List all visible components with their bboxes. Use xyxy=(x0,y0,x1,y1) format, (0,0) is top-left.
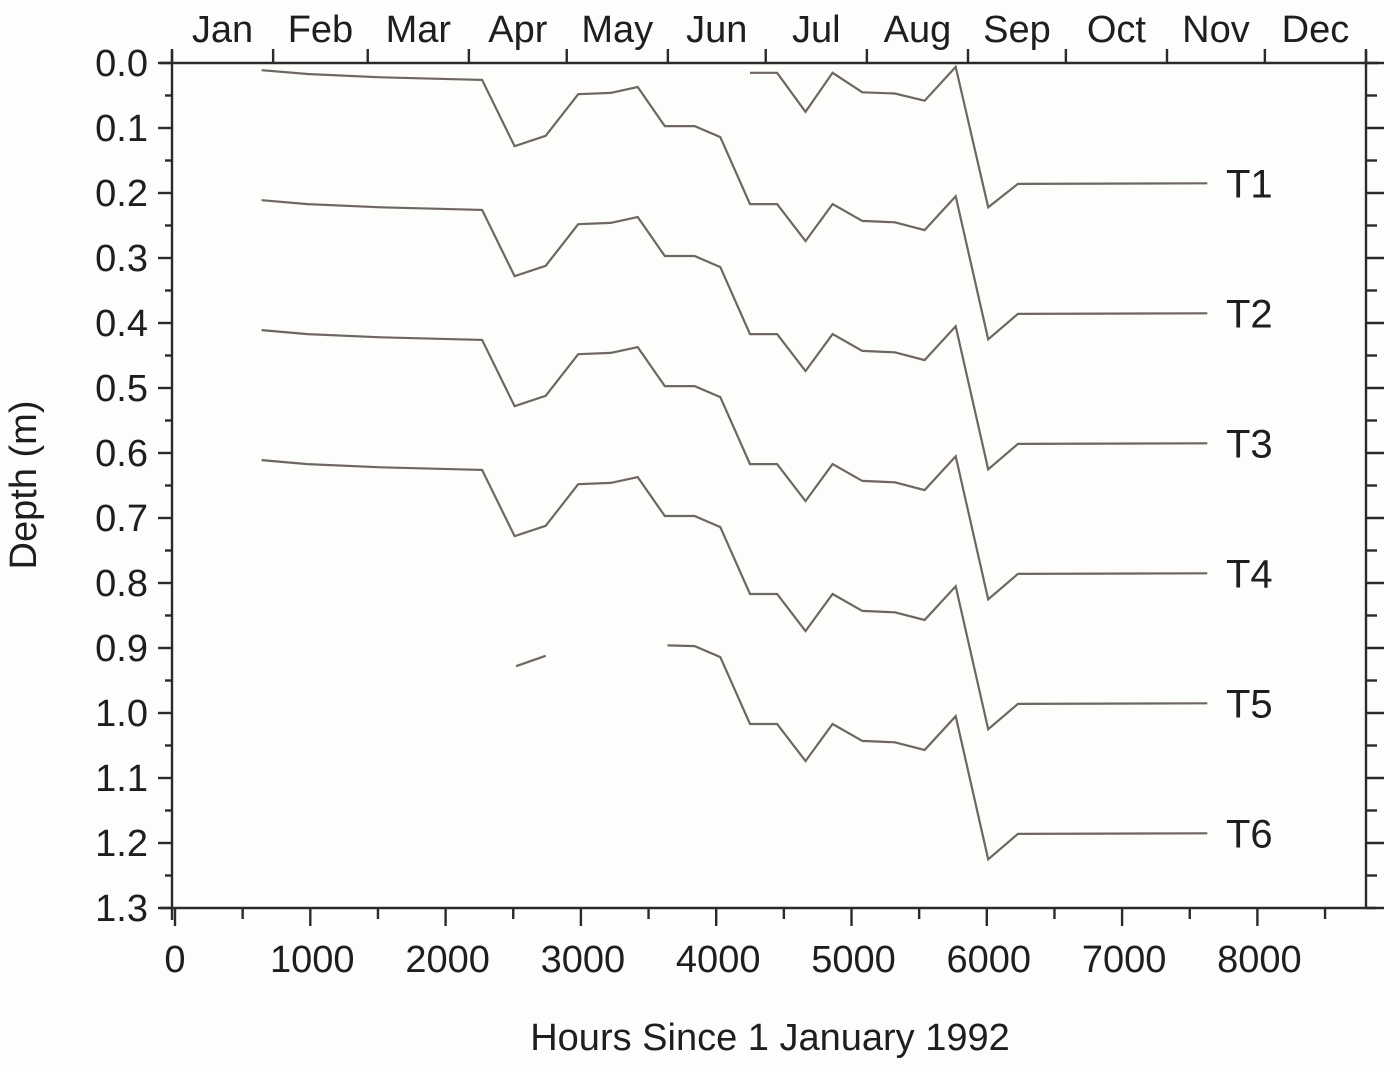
month-label: Apr xyxy=(488,9,547,51)
month-label: Aug xyxy=(884,9,952,51)
series-line-t6 xyxy=(515,654,547,668)
series-label-t5: T5 xyxy=(1226,682,1273,726)
y-tick-label: 1.3 xyxy=(95,888,148,930)
y-tick-label: 0.4 xyxy=(95,303,148,345)
month-label: Nov xyxy=(1182,9,1250,51)
x-tick-label: 2000 xyxy=(405,939,490,981)
month-label: Jul xyxy=(792,9,841,51)
series-line-t6 xyxy=(667,644,1208,862)
x-axis-ticks xyxy=(173,908,1327,926)
series-label-t1: T1 xyxy=(1226,162,1273,206)
y-tick-label: 0.6 xyxy=(95,433,148,475)
series-label-t2: T2 xyxy=(1226,292,1273,336)
series-labels: T1 T2 T3 T4 T5 T6 xyxy=(1226,162,1273,856)
x-tick-label: 7000 xyxy=(1082,939,1167,981)
series-lines xyxy=(261,64,1208,862)
x-tick-label: 1000 xyxy=(270,939,355,981)
y-tick-label: 1.0 xyxy=(95,693,148,735)
top-month-ticks xyxy=(170,49,1368,63)
y-axis-ticks xyxy=(158,61,1384,910)
x-axis-title: Hours Since 1 January 1992 xyxy=(530,1017,1010,1059)
month-label: Oct xyxy=(1087,9,1147,51)
x-tick-label: 0 xyxy=(164,939,185,981)
x-tick-label: 5000 xyxy=(811,939,896,981)
y-tick-label: 0.8 xyxy=(95,563,148,605)
y-axis-title: Depth (m) xyxy=(3,401,45,570)
y-tick-label: 0.1 xyxy=(95,108,148,150)
series-label-t6: T6 xyxy=(1226,812,1273,856)
y-tick-label: 0.0 xyxy=(95,43,148,85)
series-label-t3: T3 xyxy=(1226,422,1273,466)
top-month-labels: Jan Feb Mar Apr May Jun Jul Aug Sep Oct Nov Dec xyxy=(192,9,1349,51)
y-tick-label: 0.7 xyxy=(95,498,148,540)
y-tick-label: 0.5 xyxy=(95,368,148,410)
month-label: Feb xyxy=(288,9,353,51)
series-label-t4: T4 xyxy=(1226,552,1273,596)
y-tick-label: 1.1 xyxy=(95,758,148,800)
y-tick-label: 0.3 xyxy=(95,238,148,280)
series-line-t3 xyxy=(261,199,1208,472)
y-tick-label: 0.9 xyxy=(95,628,148,670)
x-tick-label: 3000 xyxy=(541,939,626,981)
y-axis-tick-labels: 0.0 0.1 0.2 0.3 0.4 0.5 0.6 0.7 0.8 0.9 1.0 1.1 1.2 1… xyxy=(95,43,148,930)
month-label: Dec xyxy=(1282,9,1350,51)
month-label: Jan xyxy=(192,9,253,51)
plot-frame xyxy=(160,51,1378,920)
series-line-t2 xyxy=(261,69,1208,342)
x-tick-label: 6000 xyxy=(947,939,1032,981)
month-label: Jun xyxy=(686,9,747,51)
series-line-t5 xyxy=(261,459,1208,732)
x-axis-tick-labels: 0 1000 2000 3000 4000 5000 6000 7000 8000 xyxy=(164,939,1301,981)
month-label: May xyxy=(581,9,653,51)
x-tick-label: 8000 xyxy=(1217,939,1302,981)
month-label: Mar xyxy=(386,9,452,51)
series-line-t4 xyxy=(261,329,1208,602)
month-label: Sep xyxy=(983,9,1051,51)
y-tick-label: 1.2 xyxy=(95,823,148,865)
y-tick-label: 0.2 xyxy=(95,173,148,215)
series-line-t1 xyxy=(750,64,1208,210)
x-tick-label: 4000 xyxy=(676,939,761,981)
